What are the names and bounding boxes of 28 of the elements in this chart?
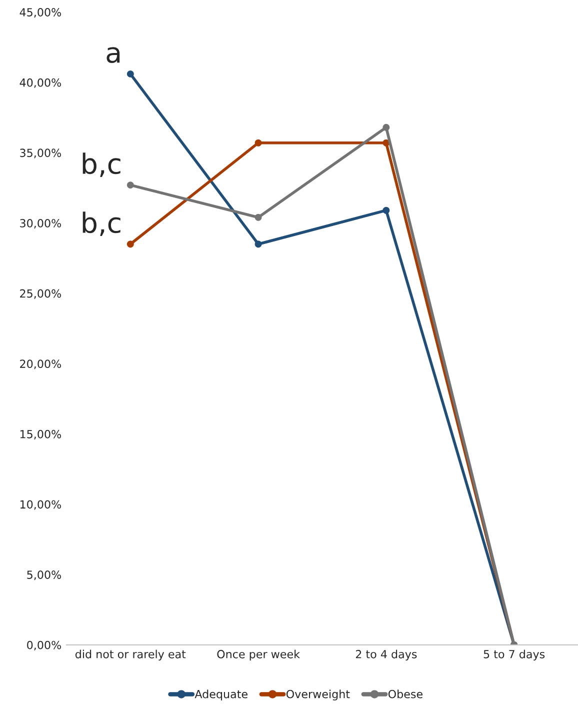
legend-label: Obese: [388, 690, 422, 698]
y-tick-label: 15,00%: [20, 430, 61, 440]
point: [254, 240, 262, 248]
y-tick-label: 5,00%: [27, 570, 61, 580]
annotation: a: [106, 47, 120, 64]
y-tick-label: 25,00%: [20, 289, 61, 299]
legend-label: Adequate: [194, 690, 248, 700]
y-tick-label: 45,00%: [20, 8, 61, 18]
annotation: b,c: [82, 152, 120, 177]
legend-label: Overweight: [286, 690, 350, 700]
point: [126, 70, 134, 78]
point: [382, 206, 390, 214]
point: [126, 182, 134, 189]
y-tick-label: 40,00%: [20, 78, 61, 88]
y-tick-label: 10,00%: [20, 500, 61, 510]
point: [254, 139, 262, 146]
x-tick-label: did not or rarely eat: [75, 650, 186, 660]
x-tick-label: 5 to 7 days: [484, 650, 545, 660]
annotation: b,c: [82, 212, 120, 236]
y-tick-label: 30,00%: [20, 218, 61, 229]
y-tick-label: 20,00%: [20, 360, 61, 370]
point: [382, 124, 390, 131]
x-tick-label: 2 to 4 days: [356, 650, 417, 660]
y-tick-label: 35,00%: [20, 148, 61, 158]
x-tick-label: Once per week: [217, 650, 300, 660]
point: [126, 240, 134, 248]
y-tick-label: 0,00%: [27, 640, 61, 650]
point: [254, 214, 262, 221]
